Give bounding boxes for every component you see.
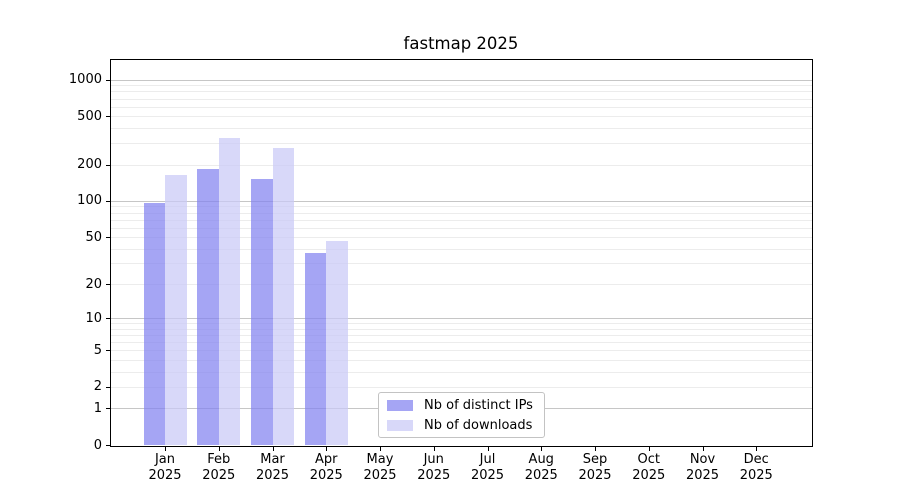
gridline-minor-40 <box>111 249 812 250</box>
gridline-minor-900 <box>111 85 812 86</box>
x-tick-mar <box>272 447 274 451</box>
x-tick-oct <box>648 447 650 451</box>
gridline-minor-9 <box>111 323 812 324</box>
gridline-minor-300 <box>111 143 812 144</box>
x-tick-jun <box>433 447 435 451</box>
gridline-minor-400 <box>111 128 812 129</box>
gridline-minor-70 <box>111 220 812 221</box>
y-tick-label-500: 500 <box>77 108 102 124</box>
gridline-minor-3 <box>111 372 812 373</box>
gridline-minor-8 <box>111 329 812 330</box>
bar-jan-downloads <box>165 175 187 445</box>
y-tick-2 <box>106 387 111 388</box>
y-tick-100 <box>106 201 111 202</box>
gridline-major-1000 <box>111 80 812 81</box>
gridline-minor-7 <box>111 335 812 336</box>
x-tick-label-feb: Feb 2025 <box>202 452 236 483</box>
bar-jan-distinct-ips <box>143 202 165 445</box>
legend-label-downloads: Nb of downloads <box>424 417 533 433</box>
gridline-minor-2 <box>111 387 812 388</box>
x-tick-label-dec: Dec 2025 <box>739 452 773 483</box>
legend-item-distinct-ips: Nb of distinct IPs <box>387 398 544 413</box>
gridline-minor-6 <box>111 342 812 343</box>
legend-item-downloads: Nb of downloads <box>387 418 544 433</box>
x-tick-label-may: May 2025 <box>363 452 397 483</box>
gridline-minor-200 <box>111 165 812 166</box>
gridline-minor-800 <box>111 91 812 92</box>
gridline-minor-60 <box>111 228 812 229</box>
gridline-minor-20 <box>111 284 812 285</box>
y-tick-label-0: 0 <box>93 437 102 453</box>
y-tick-50 <box>106 237 111 238</box>
y-tick-5 <box>106 350 111 351</box>
y-tick-label-20: 20 <box>85 276 102 292</box>
x-tick-label-mar: Mar 2025 <box>255 452 290 483</box>
y-tick-label-100: 100 <box>77 193 102 209</box>
gridline-minor-700 <box>111 99 812 100</box>
gridline-major-100 <box>111 201 812 202</box>
gridline-minor-600 <box>111 107 812 108</box>
x-tick-apr <box>326 447 328 451</box>
gridline-minor-80 <box>111 213 812 214</box>
y-tick-label-5: 5 <box>93 342 102 358</box>
gridline-minor-4 <box>111 360 812 361</box>
y-tick-500 <box>106 116 111 117</box>
x-tick-may <box>380 447 381 451</box>
bar-mar-distinct-ips <box>251 179 273 445</box>
bar-feb-distinct-ips <box>197 169 219 445</box>
legend-swatch-downloads-icon <box>387 419 413 431</box>
y-tick-10 <box>106 318 111 319</box>
x-tick-dec <box>756 447 758 451</box>
legend: Nb of distinct IPs Nb of downloads <box>378 392 545 438</box>
bar-apr-distinct-ips <box>304 252 327 445</box>
bar-feb-downloads <box>218 138 241 445</box>
y-tick-label-200: 200 <box>77 157 102 173</box>
x-tick-sep <box>595 447 596 451</box>
x-tick-nov <box>702 447 704 451</box>
x-tick-label-apr: Apr 2025 <box>309 452 343 483</box>
legend-label-distinct-ips: Nb of distinct IPs <box>424 397 533 413</box>
x-tick-aug <box>541 447 543 451</box>
y-tick-200 <box>106 165 111 166</box>
gridline-minor-90 <box>111 206 812 207</box>
x-tick-feb <box>218 447 220 451</box>
y-tick-0 <box>106 445 111 446</box>
bar-mar-downloads <box>272 148 294 445</box>
x-tick-label-aug: Aug 2025 <box>524 452 558 483</box>
chart-title: fastmap 2025 <box>403 34 519 53</box>
gridline-minor-50 <box>111 237 812 238</box>
y-tick-20 <box>106 284 111 285</box>
gridline-minor-500 <box>111 116 812 117</box>
x-tick-jul <box>487 447 489 451</box>
y-tick-label-1000: 1000 <box>68 72 102 88</box>
x-tick-label-sep: Sep 2025 <box>578 452 612 483</box>
y-tick-1000 <box>106 80 111 81</box>
gridline-major-10 <box>111 318 812 319</box>
y-tick-label-50: 50 <box>85 229 102 245</box>
y-tick-label-10: 10 <box>85 310 102 326</box>
x-tick-jan <box>165 447 166 451</box>
gridline-minor-30 <box>111 263 812 264</box>
x-tick-label-jan: Jan 2025 <box>148 452 182 483</box>
bar-apr-downloads <box>326 241 348 445</box>
x-tick-label-jul: Jul 2025 <box>470 452 505 483</box>
gridline-minor-5 <box>111 350 812 351</box>
y-tick-1 <box>106 408 111 409</box>
x-tick-label-nov: Nov 2025 <box>685 452 720 483</box>
y-tick-label-2: 2 <box>93 379 102 395</box>
legend-swatch-distinct-ips-icon <box>387 399 413 411</box>
x-tick-label-oct: Oct 2025 <box>632 452 666 483</box>
x-tick-label-jun: Jun 2025 <box>417 452 451 483</box>
y-tick-label-1: 1 <box>93 400 102 416</box>
